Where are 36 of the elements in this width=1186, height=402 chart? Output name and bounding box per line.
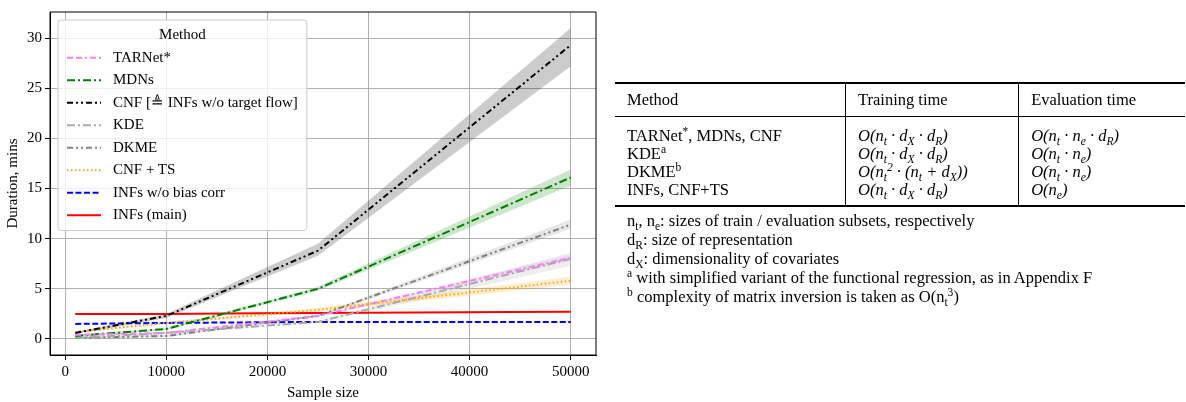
- text: O(n$_{t}$ · d$_{X}$ · d$_{R}$): [857, 180, 948, 202]
- text: n$_{t}$, n$_{e}$: sizes of train / evaluation subsets, respectively: [627, 211, 976, 233]
- legend-title: Method: [159, 26, 207, 43]
- legend-label: INFs w/o bias corr: [113, 183, 226, 200]
- category-label: DKME$^{b}$: [627, 160, 682, 181]
- y-axis-title: Duration, mins: [3, 138, 20, 229]
- text: d$_{X}$: dimensionality of covariates: [627, 249, 841, 271]
- y-tick-label: 30: [27, 29, 42, 46]
- legend-label: TARNet*: [113, 48, 171, 65]
- category-label: INFs, CNF+TS: [627, 180, 729, 199]
- legend-label: CNF [≜ INFs w/o target flow]: [113, 93, 298, 110]
- x-tick-label: 10000: [147, 362, 186, 379]
- legend-label: CNF + TS: [113, 161, 176, 178]
- legend-label: INFs (main): [113, 206, 187, 224]
- legend-label: MDNs: [113, 71, 154, 88]
- x-tick-label: 50000: [551, 362, 590, 379]
- legend-label: KDE: [113, 116, 144, 133]
- y-tick-label: 15: [27, 179, 42, 196]
- category-label: KDE$^{a}$: [627, 142, 667, 163]
- text: d$_{R}$: size of representation: [627, 230, 794, 252]
- category-label: Evaluation time: [1018, 83, 1185, 117]
- y-tick-label: 20: [27, 129, 42, 146]
- x-axis-title: Sample size: [286, 383, 360, 400]
- legend-label: DKME: [113, 138, 158, 155]
- y-tick-label: 10: [27, 229, 42, 246]
- y-tick-label: 25: [27, 79, 42, 96]
- x-tick-label: 0: [61, 362, 69, 379]
- y-tick-label: 0: [34, 329, 42, 346]
- y-tick-label: 5: [34, 279, 42, 296]
- category-label: TARNet$^{*}$, MDNs, CNF: [627, 124, 782, 145]
- x-tick-label: 20000: [248, 362, 287, 379]
- x-tick-label: 30000: [349, 362, 388, 379]
- category-label: Training time: [845, 83, 1019, 117]
- text: O(n$_{t}$ · d$_{X}$ · d$_{R}$): [857, 126, 948, 148]
- category-label: Method: [615, 83, 846, 117]
- x-tick-label: 40000: [450, 362, 489, 379]
